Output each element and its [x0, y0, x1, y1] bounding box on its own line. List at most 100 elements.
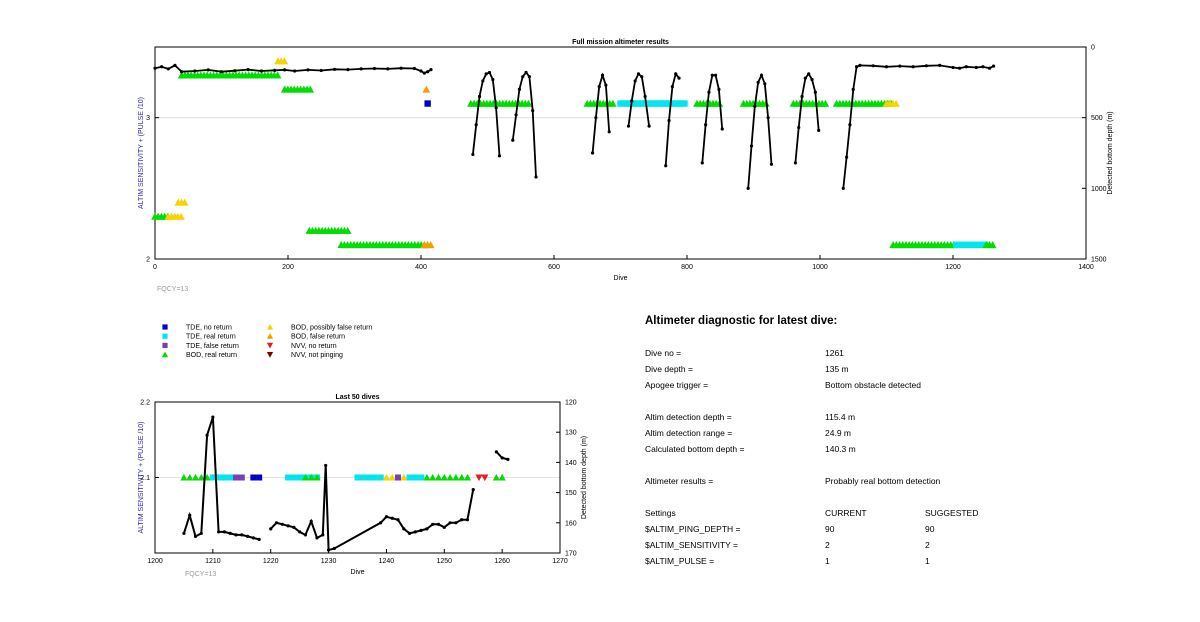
- recent-depth-point: [460, 518, 464, 522]
- main-xtick-label: 400: [415, 264, 427, 271]
- recent-event-marker: [492, 473, 500, 481]
- main-depth-point: [497, 154, 502, 158]
- recent-depth-point: [425, 527, 429, 531]
- recent-event-marker: [406, 474, 413, 481]
- recent-xtick-label: 1230: [321, 558, 337, 565]
- recent-xtick-label: 1260: [494, 558, 510, 565]
- main-depth-point: [399, 66, 403, 70]
- main-depth-point: [597, 84, 601, 89]
- main-depth-point: [746, 186, 750, 190]
- main-depth-point: [851, 87, 855, 91]
- recent-depth-point: [211, 415, 215, 419]
- main-depth-point: [600, 73, 605, 77]
- main-depth-point: [273, 68, 277, 72]
- main-depth-point: [491, 77, 495, 82]
- main-y2tick-label: 500: [1091, 115, 1103, 122]
- recent-depth-point: [332, 546, 336, 551]
- main-y2tick-label: 1500: [1091, 257, 1107, 264]
- legend-label: NVV, not pinging: [291, 352, 343, 359]
- main-depth-point: [153, 66, 157, 70]
- main-depth-point: [643, 94, 647, 99]
- recent-event-marker: [180, 473, 188, 481]
- recent-depth-point: [419, 528, 423, 532]
- main-depth-point: [769, 162, 774, 166]
- main-depth-point: [974, 65, 978, 70]
- main-depth-point: [219, 70, 224, 74]
- recent-depth-point: [251, 536, 255, 540]
- recent-depth-point: [321, 533, 325, 537]
- recent-xtick-label: 1270: [552, 558, 568, 565]
- main-depth-point: [720, 127, 724, 131]
- recent-depth-point: [274, 521, 279, 525]
- main-event-marker: [892, 99, 900, 107]
- main-depth-point: [359, 67, 363, 71]
- main-depth-point: [797, 125, 801, 130]
- main-depth-line: [154, 64, 432, 75]
- main-depth-point: [938, 63, 942, 67]
- main-depth-point: [511, 138, 515, 142]
- legend-label: BOD, real return: [186, 352, 237, 359]
- recent-depth-point: [413, 530, 417, 534]
- recent-event-marker: [285, 474, 292, 481]
- recent-depth-point: [298, 530, 302, 534]
- main-depth-point: [763, 82, 767, 86]
- recent-y2label: Detected bottom depth (m): [581, 436, 588, 519]
- recent-event-marker: [423, 473, 431, 481]
- main-depth-point: [647, 124, 651, 128]
- legend-marker: [162, 333, 168, 339]
- recent-event-marker: [412, 474, 419, 481]
- recent-y2tick-label: 160: [565, 520, 577, 527]
- recent-event-marker: [313, 473, 321, 481]
- recent-depth-point: [471, 487, 475, 492]
- main-event-marker: [426, 241, 435, 249]
- main-depth-point: [817, 128, 821, 132]
- main-depth-point: [484, 72, 488, 76]
- main-depth-point: [898, 64, 902, 68]
- main-depth-point: [911, 65, 915, 69]
- legend-label: TDE, no return: [186, 325, 232, 332]
- main-depth-point: [319, 68, 323, 73]
- main-depth-point: [487, 70, 492, 75]
- main-y2tick-label: 0: [1091, 45, 1095, 52]
- recent-event-marker: [290, 474, 297, 481]
- main-depth-point: [474, 123, 478, 127]
- main-depth-point: [594, 116, 598, 120]
- recent-depth-point: [396, 518, 400, 522]
- main-depth-point: [800, 94, 804, 99]
- main-depth-point: [293, 69, 297, 73]
- recent-event-marker: [371, 474, 378, 481]
- main-y2label: Detected bottom depth (m): [1107, 111, 1114, 194]
- main-depth-point: [481, 79, 485, 83]
- main-event-marker: [609, 99, 617, 107]
- legend-label: TDE, real return: [186, 334, 236, 341]
- recent-event-marker: [256, 474, 263, 481]
- recent-depth-point: [326, 548, 331, 552]
- legend-label: BOD, possibly false return: [291, 325, 372, 332]
- main-depth-point: [670, 84, 674, 89]
- main-depth-point: [717, 87, 721, 91]
- main-event-marker: [821, 99, 830, 107]
- main-depth-point: [372, 66, 377, 71]
- main-depth-point: [306, 68, 310, 72]
- legend-marker: [266, 342, 274, 349]
- main-depth-point: [166, 67, 170, 71]
- recent-y2tick-label: 150: [565, 490, 577, 497]
- recent-depth-point: [448, 521, 452, 525]
- main-depth-point: [604, 83, 608, 87]
- recent-depth-point: [228, 531, 232, 535]
- main-depth-point: [766, 116, 770, 120]
- main-chart: 0 200 400 600 800 1000 1200 1400 2 3 0 500 1000 1500 F…: [138, 39, 1114, 293]
- recent-xtick-label: 1240: [379, 558, 395, 565]
- main-xlabel: Dive: [613, 275, 627, 282]
- legend-marker: [162, 342, 168, 348]
- recent-depth-point: [217, 530, 221, 534]
- main-depth-point: [332, 67, 337, 71]
- recent-y2tick-label: 140: [565, 460, 577, 467]
- legend: TDE, no return TDE, real return TDE, false…: [161, 323, 372, 359]
- main-depth-point: [871, 64, 875, 68]
- legend-label: BOD, false return: [291, 334, 345, 341]
- recent-depth-point: [384, 515, 389, 519]
- recent-depth-point: [379, 521, 383, 525]
- main-depth-point: [259, 69, 263, 73]
- main-depth-point: [841, 186, 845, 190]
